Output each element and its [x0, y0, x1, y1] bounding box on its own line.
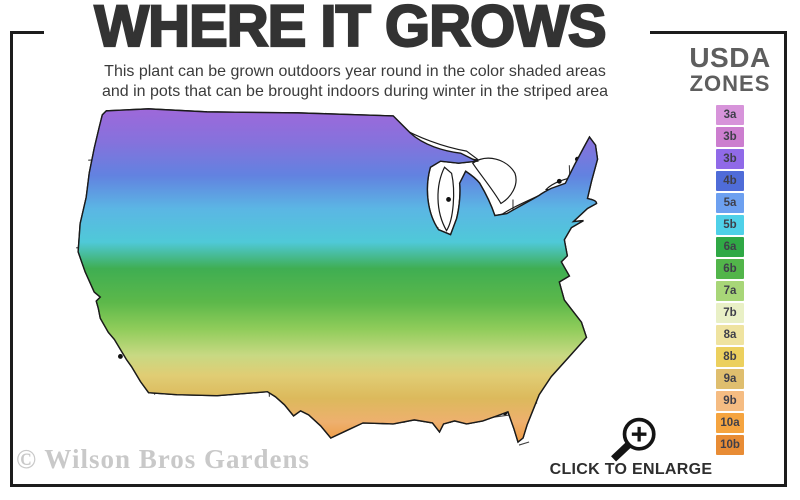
zone-chip-3a: 3a: [716, 105, 744, 125]
city-dot: [118, 354, 123, 359]
zone-chip-10a: 10a: [716, 413, 744, 433]
subtitle-line-1: This plant can be grown outdoors year ro…: [104, 63, 606, 80]
subtitle-line-2: and in pots that can be brought indoors …: [101, 83, 609, 100]
zone-chip-10b: 10b: [716, 435, 744, 455]
zone-chip-9b: 9b: [716, 391, 744, 411]
frame-top-right-segment: [650, 31, 787, 34]
zone-chip-5b: 5b: [716, 215, 744, 235]
zone-chip-5a: 5a: [716, 193, 744, 213]
frame-bottom-edge: [10, 484, 787, 487]
zone-chip-7a: 7a: [716, 281, 744, 301]
zone-chip-4b: 4b: [716, 171, 744, 191]
zone-chip-6a: 6a: [716, 237, 744, 257]
legend-heading-zones: ZONES: [689, 71, 771, 96]
frame-right-edge: [784, 31, 787, 487]
zone-chip-8b: 8b: [716, 347, 744, 367]
page-title: WHERE IT GROWS: [93, 0, 607, 59]
zone-chip-7b: 7b: [716, 303, 744, 323]
usda-zone-map[interactable]: [56, 102, 670, 466]
frame-left-edge: [10, 31, 13, 487]
zone-chip-list: 3a 3b 3b 4b 5a 5b 6a 6b 7a 7b 8a 8b 9a 9b 10a 10b: [668, 105, 792, 455]
zone-chip-8a: 8a: [716, 325, 744, 345]
magnifier-plus-icon[interactable]: [598, 404, 662, 468]
zone-chip-3b: 3b: [716, 127, 744, 147]
frame-top-left-segment: [10, 31, 44, 34]
legend-heading-usda: USDA: [689, 42, 771, 73]
city-dot: [446, 197, 451, 202]
zone-chip-9a: 9a: [716, 369, 744, 389]
subtitle: This plant can be grown outdoors year ro…: [60, 62, 650, 102]
watermark: © Wilson Bros Gardens: [16, 444, 310, 474]
lake-huron-icon: [471, 157, 517, 205]
zone-chip-6b: 6b: [716, 259, 744, 279]
click-to-enlarge-label[interactable]: CLICK TO ENLARGE: [549, 461, 713, 478]
usda-zones-legend: USDA ZONES 3a 3b 3b 4b 5a 5b 6a 6b 7a 7b 8a 8b 9a 9b 1…: [668, 44, 792, 457]
zone-chip-3b: 3b: [716, 149, 744, 169]
city-dot: [556, 178, 562, 184]
lake-michigan-icon: [437, 166, 455, 232]
